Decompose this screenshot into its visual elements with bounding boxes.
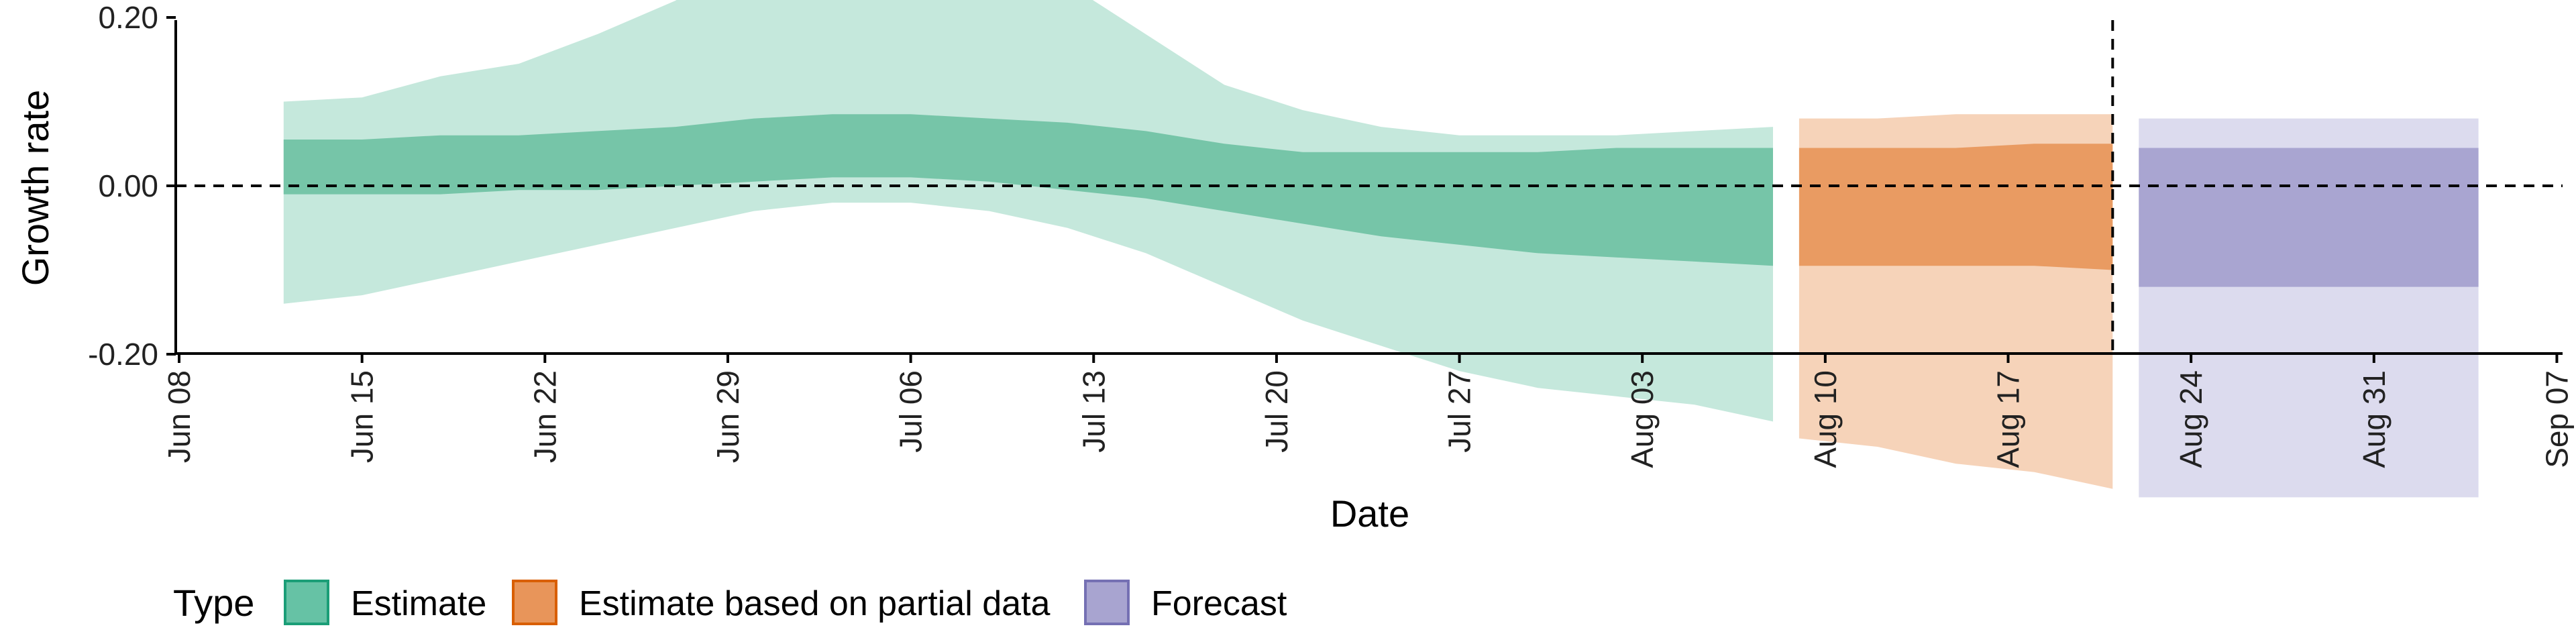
legend-label: Estimate — [351, 584, 486, 623]
legend-label: Forecast — [1151, 584, 1287, 623]
x-tick-label: Jun 29 — [710, 370, 745, 463]
x-tick-label: Sep 07 — [2540, 370, 2575, 468]
x-tick-label: Jul 20 — [1259, 370, 1294, 453]
x-tick-label: Aug 31 — [2357, 370, 2392, 468]
estimate-band-50 — [283, 114, 1773, 266]
x-tick-label: Jul 13 — [1076, 370, 1111, 453]
estimate-based-on-partial-data-band-50 — [1799, 144, 2113, 270]
x-tick-label: Jun 15 — [345, 370, 380, 463]
x-tick-label: Jul 27 — [1442, 370, 1477, 453]
reference-lines — [176, 20, 2563, 354]
y-ticks: 0.20 0.00 -0.20 — [88, 0, 176, 372]
y-axis-title: Growth rate — [14, 90, 56, 286]
legend-swatch — [512, 580, 557, 625]
x-tick-label: Aug 03 — [1625, 370, 1660, 468]
y-tick-label: -0.20 — [88, 337, 158, 372]
legend: Type Estimate Estimate based on partial d… — [173, 580, 1287, 625]
bands-layer — [283, 0, 2479, 498]
legend-swatch — [284, 580, 329, 625]
x-tick-label: Aug 17 — [1991, 370, 2026, 468]
x-tick-label: Jun 22 — [527, 370, 562, 463]
x-tick-label: Aug 10 — [1808, 370, 1843, 468]
x-ticks: Jun 08 Jun 15 Jun 22 Jun 29 Jul 06 Jul 13 Jul … — [162, 354, 2575, 468]
legend-title: Type — [173, 582, 254, 624]
x-tick-label: Aug 24 — [2174, 370, 2208, 468]
y-tick-label: 0.20 — [98, 0, 158, 35]
legend-label: Estimate based on partial data — [579, 584, 1051, 623]
x-tick-label: Jun 08 — [162, 370, 197, 463]
x-axis-title: Date — [1330, 492, 1409, 535]
legend-swatch — [1084, 580, 1130, 625]
forecast-band-50 — [2139, 148, 2479, 287]
x-tick-label: Jul 06 — [894, 370, 928, 453]
y-tick-label: 0.00 — [98, 168, 158, 203]
estimate-band-90 — [283, 0, 1773, 422]
